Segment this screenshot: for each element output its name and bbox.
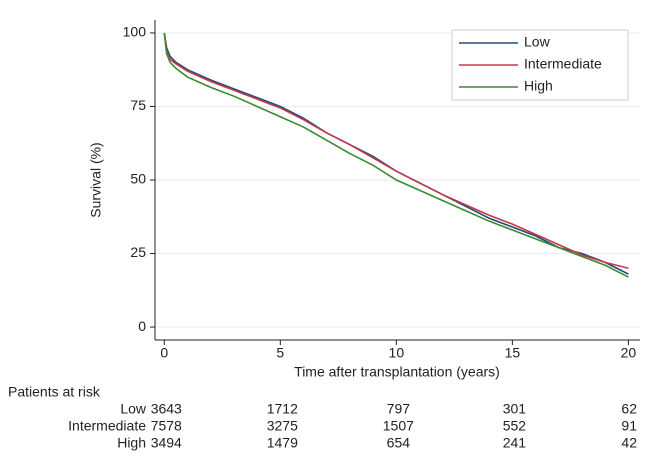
risk-count: 91 [621,418,637,434]
y-tick-label: 25 [130,244,146,260]
legend-label: High [524,78,553,94]
risk-count: 7578 [151,418,182,434]
risk-count: 3275 [267,418,298,434]
x-axis-label: Time after transplantation (years) [294,364,500,380]
risk-count: 552 [503,418,527,434]
x-tick-label: 15 [505,345,521,361]
risk-count: 1507 [383,418,414,434]
risk-count: 42 [621,435,637,451]
x-tick-label: 20 [621,345,637,361]
y-tick-label: 0 [138,318,146,334]
risk-count: 654 [387,435,411,451]
legend-label: Intermediate [524,56,602,72]
y-tick-label: 75 [130,97,146,113]
survival-line [163,32,629,270]
risk-count: 1712 [267,401,298,417]
risk-row-label: Low [120,401,147,417]
risk-table-title: Patients at risk [8,384,101,400]
y-tick-label: 50 [130,171,146,187]
x-tick-label: 5 [276,345,284,361]
risk-count: 797 [387,401,411,417]
y-axis-label: Survival (%) [88,142,104,217]
legend-label: Low [524,34,551,50]
x-tick-label: 0 [160,345,168,361]
risk-row-label: High [117,435,146,451]
survival-line [163,32,629,278]
risk-count: 3643 [151,401,182,417]
y-tick-label: 100 [123,24,147,40]
risk-count: 1479 [267,435,298,451]
risk-count: 62 [621,401,637,417]
x-tick-label: 10 [389,345,405,361]
risk-count: 241 [503,435,527,451]
risk-count: 301 [503,401,527,417]
risk-count: 3494 [151,435,182,451]
risk-row-label: Intermediate [68,418,146,434]
